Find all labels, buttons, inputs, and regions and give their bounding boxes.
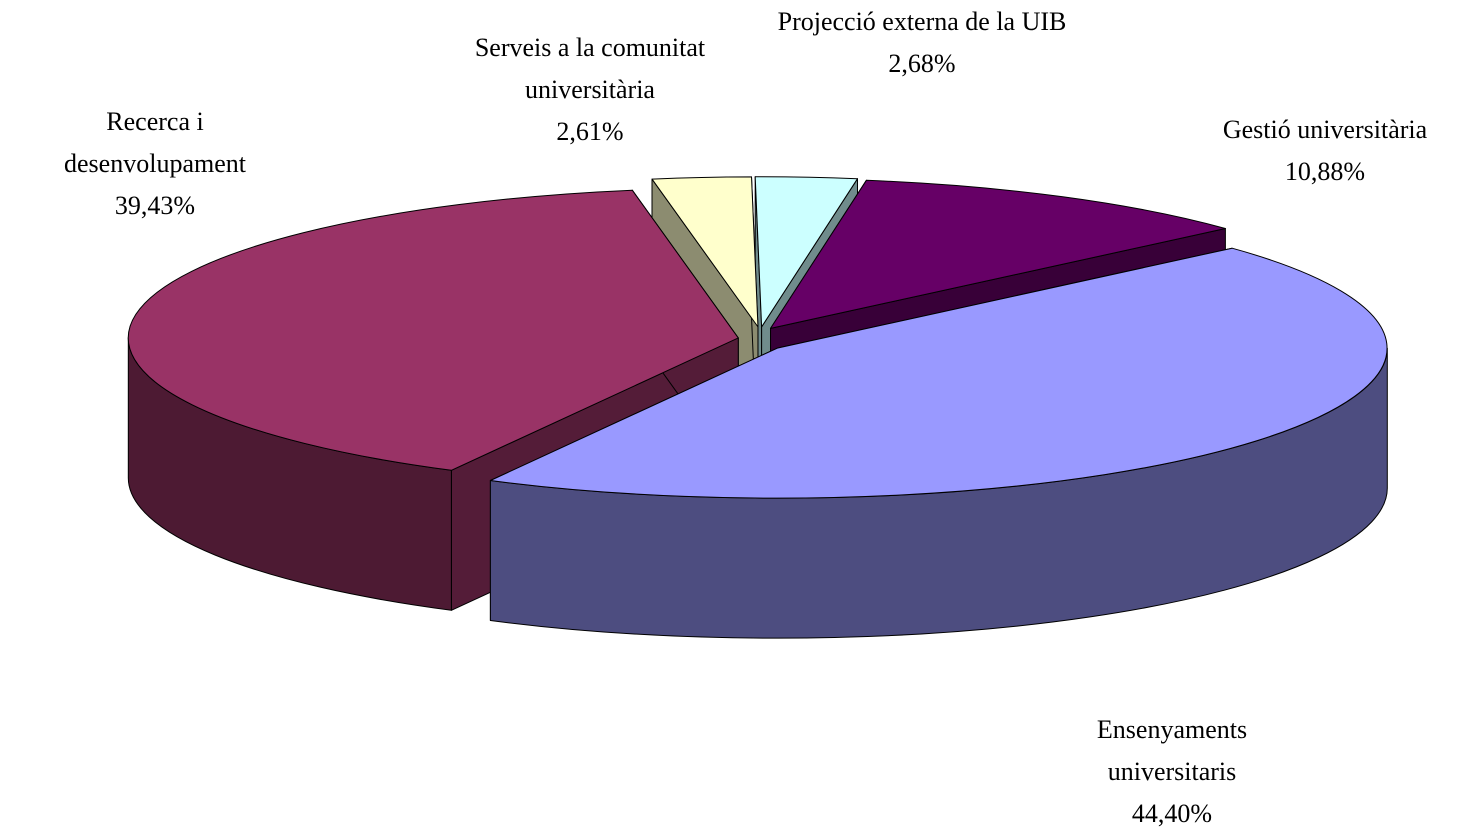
label-name: Projecció externa de la UIB bbox=[777, 7, 1067, 36]
label-name: Ensenyaments universitaris bbox=[1096, 715, 1248, 786]
label-value: 39,43% bbox=[114, 191, 196, 220]
data-label: Projecció externa de la UIB 2,68% bbox=[767, 1, 1077, 85]
label-value: 2,68% bbox=[888, 49, 956, 78]
label-name: Gestió universitària bbox=[1222, 115, 1428, 144]
label-value: 2,61% bbox=[556, 117, 624, 146]
data-label: Serveis a la comunitat universitària 2,61… bbox=[440, 27, 740, 153]
slice bbox=[754, 176, 858, 328]
slice bbox=[651, 176, 759, 328]
slice bbox=[127, 189, 739, 471]
label-name: Recerca i desenvolupament bbox=[64, 107, 246, 178]
data-label: Gestió universitària 10,88% bbox=[1160, 109, 1457, 193]
slice bbox=[770, 179, 1226, 329]
data-label: Recerca i desenvolupament 39,43% bbox=[30, 101, 280, 227]
data-label: Ensenyaments universitaris 44,40% bbox=[1062, 709, 1282, 831]
slice bbox=[489, 247, 1388, 499]
label-value: 44,40% bbox=[1131, 799, 1213, 828]
label-name: Serveis a la comunitat universitària bbox=[474, 33, 706, 104]
label-value: 10,88% bbox=[1284, 157, 1366, 186]
